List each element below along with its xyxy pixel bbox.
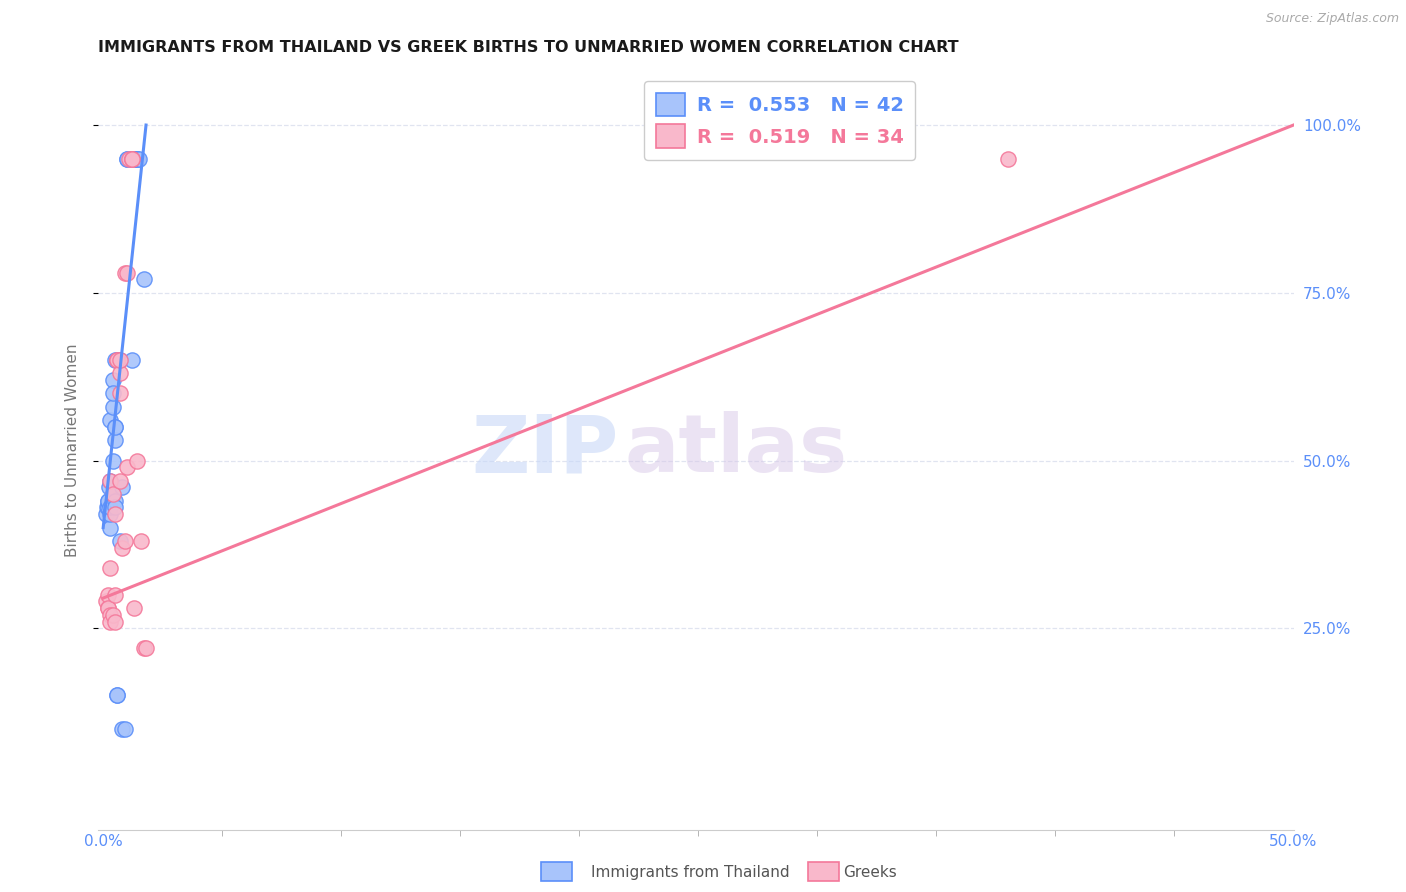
Point xyxy=(104,420,127,434)
Point xyxy=(101,386,124,401)
Point xyxy=(125,152,148,166)
Point xyxy=(104,352,127,367)
Point xyxy=(104,493,127,508)
Point xyxy=(108,386,131,401)
Point xyxy=(125,152,148,166)
Point xyxy=(115,266,138,280)
Point xyxy=(114,266,136,280)
Point xyxy=(997,152,1019,166)
Point xyxy=(121,152,143,166)
Point xyxy=(107,352,129,367)
Point xyxy=(98,413,121,427)
Text: Greeks: Greeks xyxy=(844,865,897,880)
Point xyxy=(111,541,134,555)
Point xyxy=(132,272,155,286)
Point xyxy=(107,352,129,367)
Point xyxy=(121,152,143,166)
Point xyxy=(125,453,148,467)
Point xyxy=(101,453,124,467)
Point xyxy=(135,641,157,656)
Point xyxy=(104,588,127,602)
Point xyxy=(111,480,134,494)
Point xyxy=(98,474,121,488)
Point xyxy=(104,615,127,629)
Point xyxy=(118,152,141,166)
Point xyxy=(114,722,136,736)
Text: atlas: atlas xyxy=(624,411,848,490)
Point xyxy=(97,588,120,602)
Point xyxy=(98,607,121,622)
Point xyxy=(128,152,150,166)
Point xyxy=(98,561,121,575)
Point xyxy=(107,689,129,703)
Legend: R =  0.553   N = 42, R =  0.519   N = 34: R = 0.553 N = 42, R = 0.519 N = 34 xyxy=(644,81,915,160)
Point xyxy=(94,594,117,608)
Point xyxy=(122,601,145,615)
Point xyxy=(114,534,136,549)
Point xyxy=(115,152,138,166)
Point xyxy=(98,521,121,535)
Point xyxy=(97,601,120,615)
Point xyxy=(121,152,143,166)
Text: ZIP: ZIP xyxy=(471,411,619,490)
Point xyxy=(108,534,131,549)
Point xyxy=(98,500,121,515)
Point xyxy=(108,352,131,367)
Point xyxy=(107,689,129,703)
Point xyxy=(107,352,129,367)
Point xyxy=(121,152,143,166)
Point xyxy=(132,641,155,656)
Point xyxy=(101,400,124,414)
Point xyxy=(111,722,134,736)
Point xyxy=(98,615,121,629)
Point xyxy=(101,487,124,501)
Point xyxy=(97,601,120,615)
Point xyxy=(98,507,121,521)
Text: Source: ZipAtlas.com: Source: ZipAtlas.com xyxy=(1265,12,1399,25)
Point xyxy=(98,474,121,488)
Point xyxy=(104,420,127,434)
Point xyxy=(101,487,124,501)
Point xyxy=(104,500,127,515)
Text: Immigrants from Thailand: Immigrants from Thailand xyxy=(591,865,789,880)
Point xyxy=(104,434,127,448)
Point xyxy=(122,152,145,166)
Point xyxy=(104,507,127,521)
Point xyxy=(108,352,131,367)
Point xyxy=(97,493,120,508)
Point xyxy=(96,500,118,515)
Text: IMMIGRANTS FROM THAILAND VS GREEK BIRTHS TO UNMARRIED WOMEN CORRELATION CHART: IMMIGRANTS FROM THAILAND VS GREEK BIRTHS… xyxy=(98,40,959,55)
Point xyxy=(97,493,120,508)
Point xyxy=(101,373,124,387)
Point xyxy=(122,152,145,166)
Point xyxy=(121,352,143,367)
Point xyxy=(129,534,152,549)
Point xyxy=(101,607,124,622)
Point xyxy=(94,507,117,521)
Point xyxy=(97,500,120,515)
Y-axis label: Births to Unmarried Women: Births to Unmarried Women xyxy=(65,343,80,558)
Point xyxy=(98,480,121,494)
Point xyxy=(115,460,138,475)
Point xyxy=(115,152,138,166)
Point xyxy=(122,152,145,166)
Point xyxy=(108,366,131,380)
Point xyxy=(108,474,131,488)
Point xyxy=(121,152,143,166)
